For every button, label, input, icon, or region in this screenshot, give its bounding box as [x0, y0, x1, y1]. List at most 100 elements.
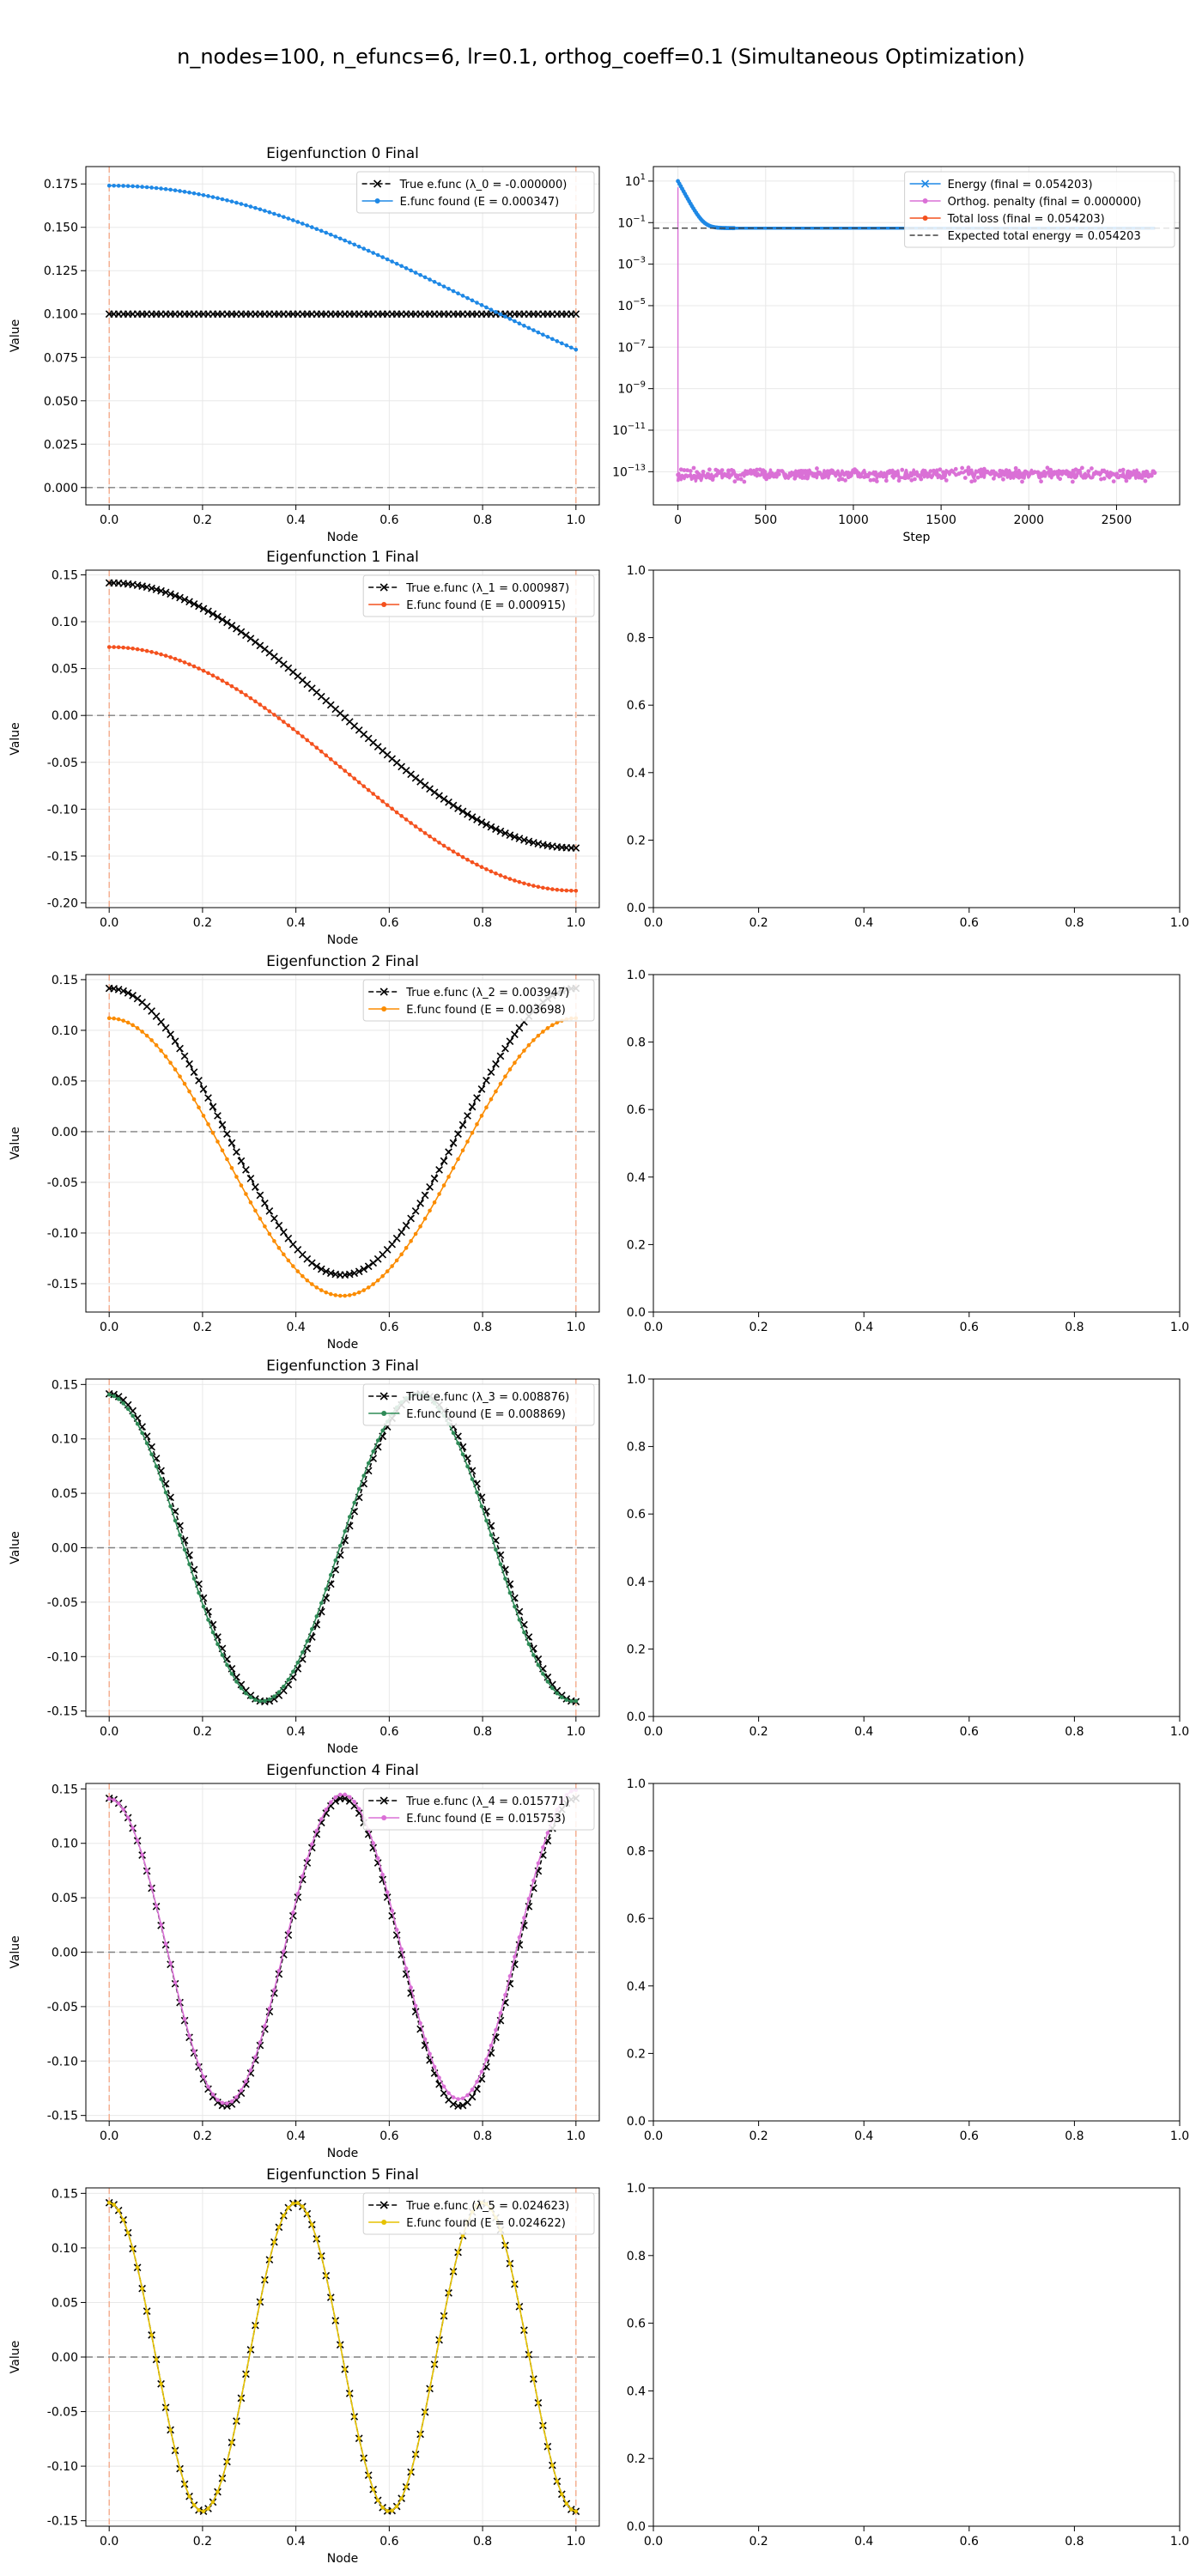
- x-tick-label: 1.0: [567, 513, 586, 527]
- y-tick-label: 0.10: [52, 1433, 78, 1447]
- data-point: [343, 769, 348, 773]
- y-tick-label: 0.025: [44, 438, 78, 452]
- series-line: [109, 185, 577, 350]
- data-point: [1011, 471, 1015, 476]
- data-point: [206, 2506, 210, 2511]
- data-point: [422, 2409, 428, 2415]
- data-point: [390, 1264, 394, 1268]
- y-tick-label: 0.15: [52, 1378, 78, 1392]
- data-point: [536, 2401, 541, 2405]
- data-point: [456, 2097, 460, 2101]
- data-point: [337, 2342, 343, 2348]
- data-point: [333, 761, 338, 765]
- data-point: [234, 1175, 239, 1179]
- x-tick-label: 0.6: [960, 916, 979, 930]
- data-point: [761, 468, 766, 473]
- data-point: [282, 1684, 286, 1689]
- y-tick-label: 0.2: [627, 1643, 646, 1656]
- data-point: [197, 1105, 201, 1110]
- data-point: [300, 1874, 305, 1879]
- data-point: [398, 1228, 406, 1236]
- data-point: [390, 259, 394, 264]
- axes-frame: [653, 1783, 1181, 2122]
- legend-entry: E.func found (E = 0.008869): [406, 1408, 566, 1421]
- data-point: [449, 1139, 458, 1147]
- data-point: [178, 189, 182, 193]
- data-point: [216, 196, 220, 201]
- orthog-series: [676, 468, 1156, 483]
- data-point: [121, 2217, 125, 2222]
- x-tick-label: 0.0: [100, 916, 118, 930]
- data-point: [178, 1074, 182, 1078]
- data-point: [272, 2239, 276, 2245]
- data-point: [171, 1037, 179, 1046]
- data-point: [458, 2101, 467, 2110]
- x-tick-label: 2000: [1013, 513, 1044, 527]
- data-point: [789, 472, 794, 477]
- data-point: [375, 795, 380, 800]
- data-point: [921, 179, 930, 188]
- data-point: [874, 479, 879, 483]
- y-tick-label: 0.15: [52, 974, 78, 987]
- data-point: [187, 1562, 191, 1566]
- series-line: [109, 987, 576, 1276]
- data-point: [1130, 471, 1135, 476]
- data-point: [350, 1269, 359, 1278]
- x-axis-label: Node: [327, 2552, 359, 2566]
- axes-frame: [653, 1378, 1181, 1717]
- data-point: [267, 2006, 272, 2011]
- y-axis-label: Value: [9, 1127, 22, 1159]
- data-point: [263, 2024, 267, 2028]
- data-point: [125, 1815, 131, 1820]
- data-point: [361, 1473, 367, 1478]
- data-point: [163, 1054, 168, 1059]
- data-point: [371, 251, 375, 255]
- data-point: [477, 1085, 486, 1093]
- data-point: [555, 2479, 560, 2484]
- x-tick-label: 0.4: [854, 2129, 873, 2143]
- data-point: [371, 1449, 375, 1454]
- data-point: [144, 185, 149, 190]
- data-point: [422, 1216, 428, 1221]
- data-point: [479, 1504, 484, 1509]
- data-point: [435, 1166, 443, 1174]
- data-point: [310, 1626, 314, 1631]
- y-tick-label: 0.6: [627, 2318, 646, 2331]
- data-point: [555, 1020, 560, 1025]
- data-point: [140, 1852, 144, 1857]
- data-point: [451, 849, 456, 854]
- x-tick-label: 0.4: [287, 916, 306, 930]
- data-point: [418, 2020, 422, 2026]
- data-point: [536, 884, 541, 890]
- y-tick-label: 0.05: [52, 1892, 78, 1905]
- y-tick-label: 0.6: [627, 1912, 646, 1926]
- data-point: [404, 1246, 409, 1250]
- data-point: [685, 468, 690, 473]
- data-point: [343, 1529, 348, 1534]
- data-point: [1127, 475, 1132, 480]
- data-point: [168, 1504, 173, 1509]
- y-tick-label: 0.0: [627, 2115, 646, 2129]
- data-point: [210, 1630, 216, 1635]
- x-tick-label: 0.8: [1065, 1725, 1084, 1739]
- data-point: [526, 2352, 531, 2357]
- x-tick-label: 0.2: [749, 1321, 768, 1334]
- x-tick-label: 1.0: [567, 2129, 586, 2143]
- x-tick-label: 0.0: [100, 1321, 118, 1334]
- data-point: [270, 1214, 278, 1223]
- data-point: [187, 2033, 191, 2038]
- data-point: [350, 1801, 359, 1810]
- data-point: [484, 867, 489, 872]
- data-point: [479, 865, 484, 870]
- data-point: [294, 1893, 302, 1901]
- data-point: [220, 197, 225, 202]
- data-point: [116, 184, 121, 188]
- data-point: [248, 2068, 253, 2073]
- series-line: [108, 1789, 577, 2105]
- data-point: [140, 1431, 144, 1436]
- data-point: [178, 2466, 182, 2471]
- data-point: [352, 1800, 357, 1804]
- data-point: [258, 702, 263, 707]
- data-point: [144, 2309, 149, 2313]
- data-point: [225, 2101, 229, 2105]
